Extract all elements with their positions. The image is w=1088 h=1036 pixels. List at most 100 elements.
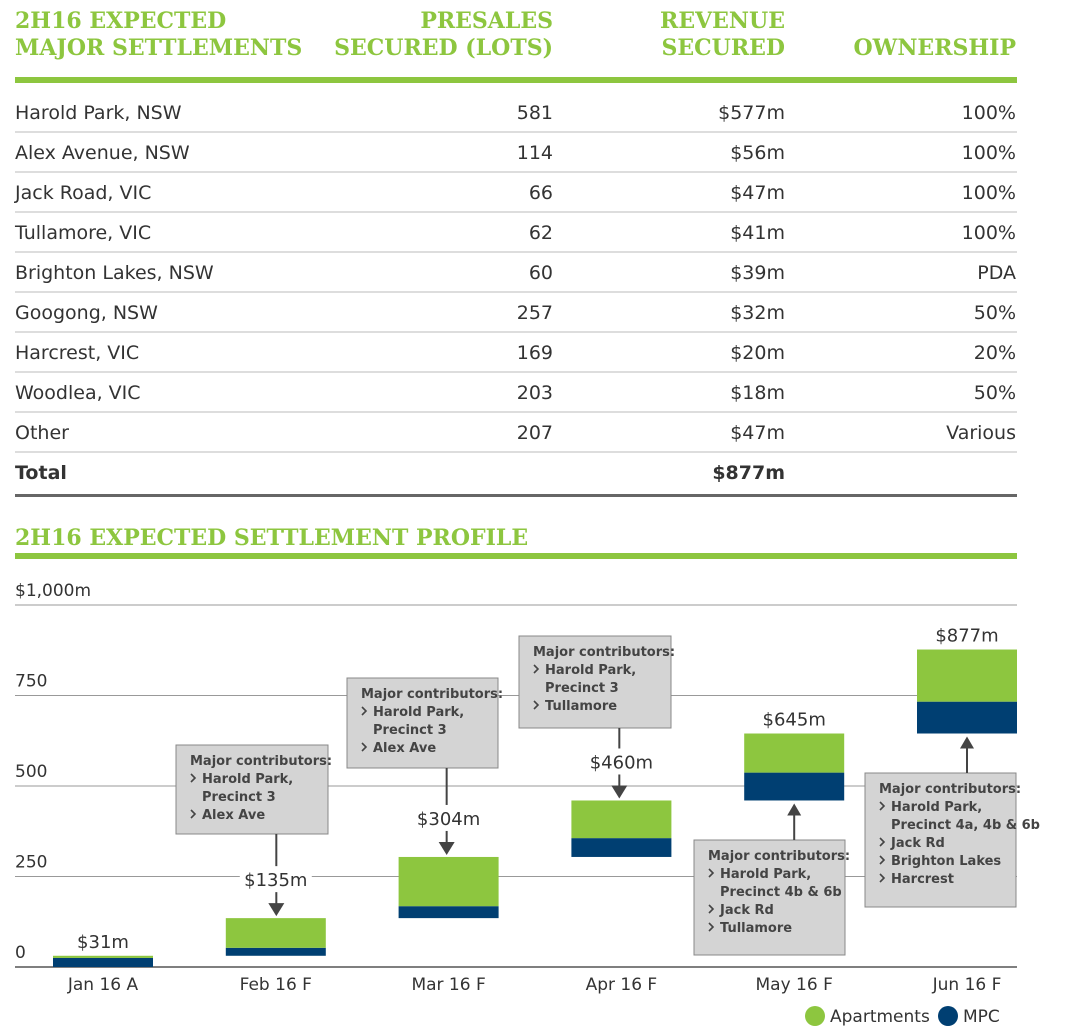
bullet (533, 664, 540, 674)
table-cell: 60 (529, 262, 553, 284)
table-cell: Woodlea, VIC (15, 382, 141, 404)
chart-title: 2H16 EXPECTED SETTLEMENT PROFILE (15, 525, 528, 551)
bullet (708, 904, 715, 914)
callout-box (864, 772, 1017, 908)
table-cell: 66 (529, 182, 553, 204)
table-header: SECURED (662, 35, 785, 61)
bar-segment (744, 733, 845, 773)
callout-item: Jack Rd (719, 903, 774, 918)
bar-segment (53, 955, 153, 958)
x-tick-label: Feb 16 F (240, 975, 312, 995)
bar-group (917, 649, 1017, 734)
table-header: SECURED (LOTS) (334, 35, 553, 61)
legend-label: Apartments (830, 1007, 930, 1027)
table-header: MAJOR SETTLEMENTS (15, 35, 302, 61)
table-cell: 50% (974, 382, 1016, 404)
bullet (879, 873, 886, 883)
total-label: $135m (244, 870, 307, 891)
table-cell: Tullamore, VIC (14, 222, 151, 244)
header-rule (15, 77, 1017, 83)
table-cell: Alex Avenue, NSW (15, 142, 190, 164)
bar-segment (917, 701, 1017, 734)
table-cell: $32m (730, 302, 785, 324)
callout: Major contributors: Harold Park, Precinct … (175, 744, 332, 917)
callout-item: Precinct 3 (373, 723, 447, 738)
bar-segment (53, 957, 153, 967)
callout-item: Harold Park, (891, 800, 982, 815)
callout-box (693, 839, 846, 956)
callout-item: Tullamore (545, 699, 617, 714)
total-label: $877m (935, 626, 998, 647)
table-cell: Brighton Lakes, NSW (15, 262, 214, 284)
y-tick-label: $1,000m (15, 581, 91, 601)
callout-item: Precinct 3 (545, 681, 619, 696)
callout-item: Precinct 4a, 4b & 6b (891, 818, 1040, 833)
callout: Major contributors: Harold Park, Precinct … (693, 803, 850, 956)
callout-item: Harold Park, (373, 705, 464, 720)
bar-segment (571, 838, 672, 857)
table-cell: $577m (718, 102, 785, 124)
callout-heading: Major contributors: (533, 645, 675, 660)
legend-swatch (938, 1006, 958, 1026)
callout: Major contributors: Harold Park, Precinct … (518, 635, 675, 799)
callout-item: Harold Park, (202, 772, 293, 787)
table-cell: Various (946, 422, 1016, 444)
arrow-head (787, 803, 802, 816)
table-cell: 100% (962, 222, 1016, 244)
bullet (879, 837, 886, 847)
bar-segment (398, 906, 499, 919)
table-cell: $18m (730, 382, 785, 404)
x-tick-label: Mar 16 F (411, 975, 485, 995)
callout: Major contributors: Harold Park, Precinct … (864, 736, 1040, 908)
x-tick-label: Apr 16 F (586, 975, 658, 995)
table-cell: $47m (730, 422, 785, 444)
table-cell: Jack Road, VIC (14, 182, 151, 204)
table-cell: 50% (974, 302, 1016, 324)
table-cell: 100% (962, 182, 1016, 204)
x-tick-label: May 16 F (756, 975, 833, 995)
y-tick-label: 500 (15, 762, 47, 782)
bullet (879, 855, 886, 865)
callout-item: Precinct 3 (202, 790, 276, 805)
callout-box (518, 635, 672, 729)
table-cell: $20m (730, 342, 785, 364)
callout-item: Harcrest (891, 872, 954, 887)
label-bg (412, 804, 485, 831)
bar-segment (744, 772, 845, 801)
total-label: $31m (77, 932, 129, 953)
total-label: Total (15, 462, 67, 484)
arrow-head (438, 841, 455, 855)
table-cell: $47m (730, 182, 785, 204)
label-bg (239, 866, 312, 893)
bar-segment (571, 800, 672, 839)
table-cell: 20% (974, 342, 1016, 364)
bar-group (571, 800, 672, 857)
bullet (879, 801, 886, 811)
y-tick-label: 250 (15, 853, 47, 873)
bullet (708, 868, 715, 878)
callout-item: Jack Rd (890, 836, 945, 851)
callout-item: Precinct 4b & 6b (720, 885, 842, 900)
bar-segment (398, 856, 499, 907)
bullet (190, 773, 197, 783)
table-cell: 114 (517, 142, 553, 164)
total-value: $877m (712, 462, 785, 484)
table-cell: 203 (517, 382, 553, 404)
bar-segment (225, 918, 326, 948)
table-cell: 207 (517, 422, 553, 444)
legend-swatch (805, 1006, 825, 1026)
bar-segment (917, 649, 1017, 702)
callout-item: Alex Ave (202, 808, 265, 823)
table-cell: 100% (962, 102, 1016, 124)
y-tick-label: 0 (15, 943, 26, 963)
label-bg (585, 748, 658, 775)
callout-heading: Major contributors: (361, 687, 503, 702)
bar-group (398, 856, 499, 919)
callout-heading: Major contributors: (708, 849, 850, 864)
callout-box (175, 744, 329, 835)
total-label: $304m (417, 809, 480, 830)
bar-group (53, 955, 153, 967)
bullet (361, 706, 368, 716)
legend-label: MPC (963, 1007, 1000, 1027)
